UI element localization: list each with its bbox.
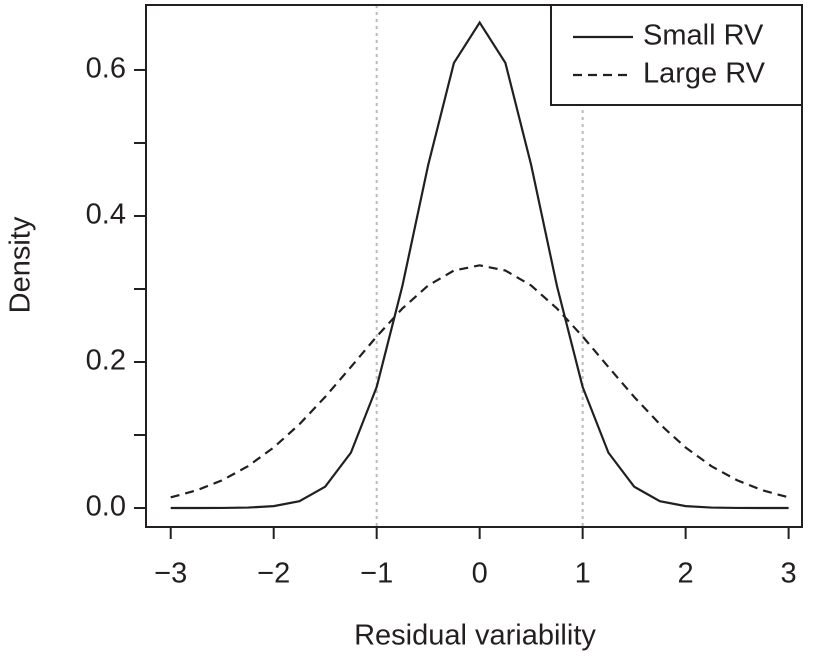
x-tick-label: 1: [575, 558, 591, 590]
y-tick-label: 0.2: [86, 345, 126, 377]
x-tick-label: 2: [678, 558, 694, 590]
data-line: [170, 20, 789, 510]
x-tick-label: −1: [360, 558, 393, 590]
y-tick-label: 0.0: [86, 491, 126, 523]
x-tick-label: 0: [472, 558, 488, 590]
legend-label: Small RV: [643, 20, 764, 52]
data-line: [170, 264, 789, 499]
x-tick-label: −3: [154, 558, 187, 590]
y-tick-label: 0.4: [86, 199, 126, 231]
y-tick-label: 0.6: [86, 53, 126, 85]
legend-label: Large RV: [643, 58, 766, 90]
x-tick-label: −2: [257, 558, 290, 590]
x-axis-title: Residual variability: [354, 620, 596, 652]
plot-frame: [145, 4, 803, 528]
x-tick-label: 3: [781, 558, 797, 590]
legend-box: [550, 4, 803, 106]
y-axis-title: Density: [5, 216, 37, 313]
